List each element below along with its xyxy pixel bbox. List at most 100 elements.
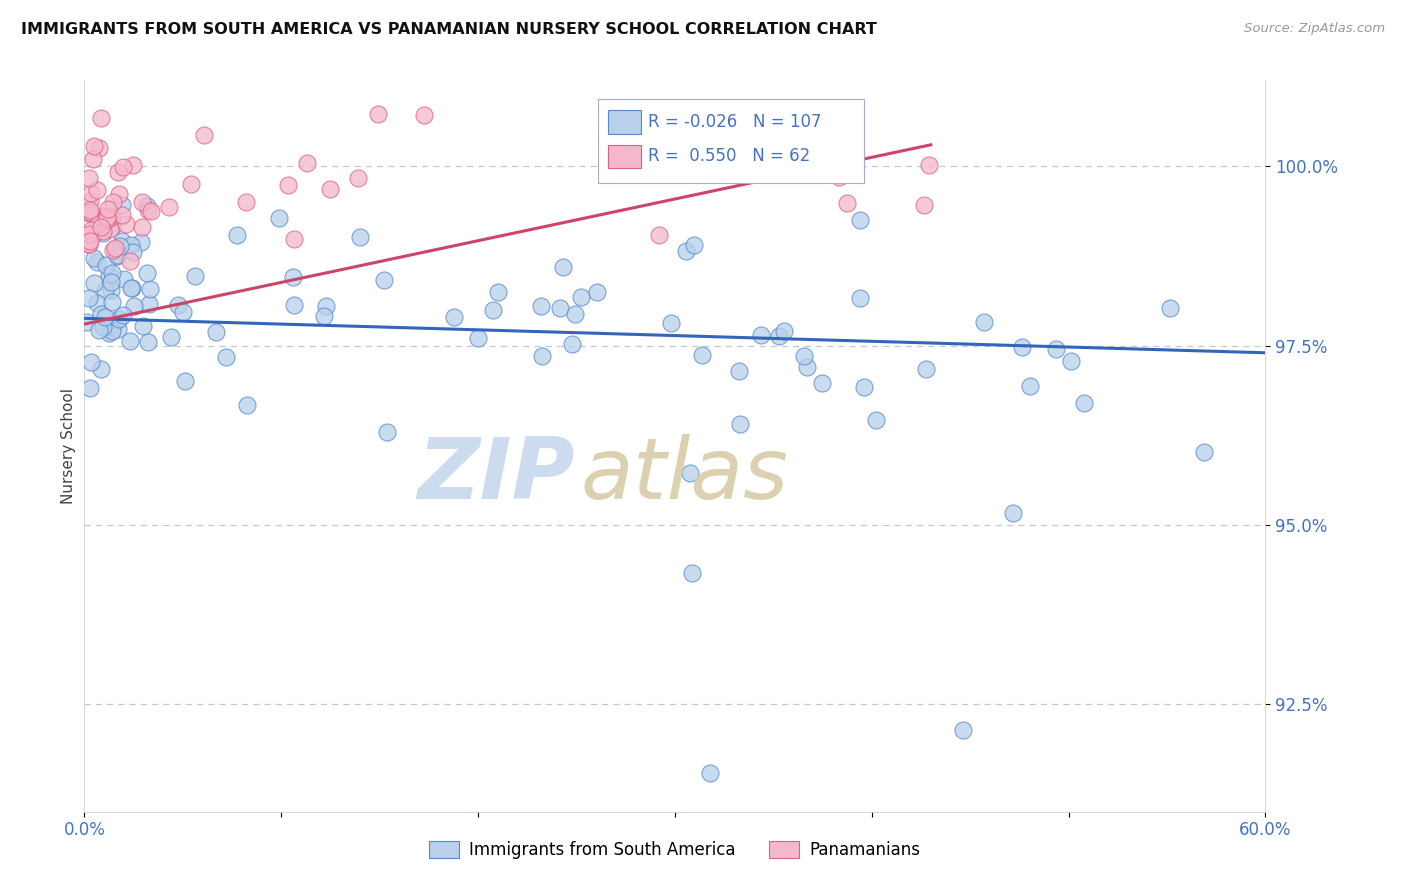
Point	[86, 255, 108, 269]
Point	[236, 398, 259, 412]
Point	[193, 128, 215, 142]
Point	[121, 281, 143, 295]
Point	[90, 111, 112, 125]
Point	[80, 223, 103, 237]
FancyBboxPatch shape	[598, 99, 863, 183]
Point	[136, 334, 159, 349]
Point	[96, 259, 118, 273]
Point	[104, 241, 127, 255]
FancyBboxPatch shape	[607, 145, 641, 168]
Point	[226, 228, 249, 243]
Point	[79, 194, 101, 209]
Point	[107, 164, 129, 178]
Point	[100, 211, 122, 226]
Point	[1194, 444, 1216, 458]
Point	[482, 302, 505, 317]
Point	[835, 195, 858, 210]
Point	[548, 301, 571, 315]
Point	[675, 244, 697, 259]
Point	[101, 319, 124, 334]
Point	[105, 249, 128, 263]
Point	[79, 206, 101, 220]
Point	[129, 235, 152, 249]
FancyBboxPatch shape	[607, 111, 641, 134]
Point	[173, 374, 195, 388]
Point	[312, 309, 335, 323]
Point	[531, 350, 554, 364]
Point	[727, 364, 749, 378]
Point	[659, 316, 682, 330]
Point	[94, 283, 117, 297]
Point	[235, 194, 257, 209]
Y-axis label: Nursery School: Nursery School	[60, 388, 76, 504]
Point	[91, 224, 114, 238]
Point	[77, 237, 100, 252]
Point	[86, 217, 108, 231]
Point	[118, 254, 141, 268]
Point	[1073, 396, 1095, 410]
Point	[553, 260, 575, 274]
Point	[83, 276, 105, 290]
Point	[111, 234, 134, 248]
Text: IMMIGRANTS FROM SOUTH AMERICA VS PANAMANIAN NURSERY SCHOOL CORRELATION CHART: IMMIGRANTS FROM SOUTH AMERICA VS PANAMAN…	[21, 22, 877, 37]
Point	[87, 323, 110, 337]
Point	[75, 235, 97, 249]
Point	[793, 349, 815, 363]
Point	[112, 309, 135, 323]
Point	[135, 199, 157, 213]
Point	[648, 228, 671, 243]
Point	[90, 361, 112, 376]
Point	[112, 272, 135, 286]
Point	[83, 139, 105, 153]
Point	[852, 380, 875, 394]
Point	[1045, 342, 1067, 356]
Point	[97, 202, 120, 217]
Point	[183, 268, 205, 283]
Text: Source: ZipAtlas.com: Source: ZipAtlas.com	[1244, 22, 1385, 36]
Point	[486, 285, 509, 300]
Point	[918, 158, 941, 172]
Point	[1001, 506, 1024, 520]
Point	[86, 296, 108, 310]
Point	[77, 291, 100, 305]
Point	[367, 107, 389, 121]
Point	[120, 238, 142, 252]
Point	[349, 230, 371, 244]
Point	[561, 337, 583, 351]
Point	[111, 198, 134, 212]
Point	[94, 310, 117, 324]
Point	[281, 269, 304, 284]
Point	[103, 194, 125, 209]
Legend: Immigrants from South America, Panamanians: Immigrants from South America, Panamania…	[423, 834, 927, 865]
Point	[82, 152, 104, 166]
Point	[1011, 340, 1033, 354]
Point	[100, 283, 122, 297]
Point	[91, 319, 114, 334]
Text: ZIP: ZIP	[416, 434, 575, 516]
Point	[107, 322, 129, 336]
Point	[79, 205, 101, 219]
Point	[96, 210, 118, 224]
Point	[796, 360, 818, 375]
Point	[98, 211, 121, 226]
Point	[952, 723, 974, 738]
Point	[138, 202, 160, 217]
Point	[87, 141, 110, 155]
Point	[82, 227, 104, 242]
Point	[141, 204, 163, 219]
Point	[115, 217, 138, 231]
Point	[97, 268, 120, 283]
Point	[122, 158, 145, 172]
Point	[111, 208, 134, 222]
Point	[657, 142, 679, 156]
Point	[683, 238, 706, 252]
Point	[728, 417, 751, 431]
Text: R =  0.550   N = 62: R = 0.550 N = 62	[648, 147, 810, 165]
Point	[101, 220, 124, 235]
Point	[132, 319, 155, 334]
Point	[828, 169, 851, 184]
Point	[136, 266, 159, 280]
Point	[749, 328, 772, 343]
Text: atlas: atlas	[581, 434, 789, 516]
Point	[915, 361, 938, 376]
